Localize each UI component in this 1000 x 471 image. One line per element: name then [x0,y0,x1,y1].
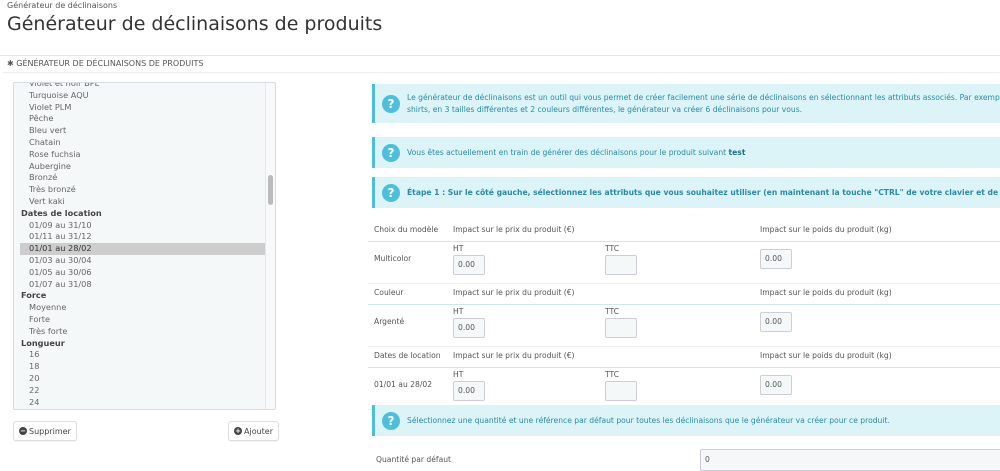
remove-label: Supprimer [29,426,71,436]
attribute-options: Violet et noir BPL Turquoise AQU Violet PL… [14,82,266,408]
divider [368,346,1000,347]
page-title: Générateur de déclinaisons de produits [7,13,383,35]
info-alert-intro: ? Le générateur de déclinaisons est un o… [372,84,1000,123]
weight-impact-header: Impact sur le poids du produit (kg) [760,288,892,297]
attribute-option[interactable]: 01/03 au 30/04 [29,254,92,265]
ttc-price-input[interactable] [605,318,637,338]
option-group-label: Dates de location [21,207,102,218]
divider [368,241,1000,242]
attribute-option[interactable]: 24 [29,396,40,407]
weight-input[interactable]: 0.00 [760,249,792,269]
attribute-option[interactable]: 22 [29,384,40,395]
price-impact-header: Impact sur le prix du produit (€) [453,225,575,234]
attribute-option[interactable]: Vert kaki [29,195,65,206]
attribute-option[interactable]: Bleu vert [29,125,67,136]
default-quantity-label: Quantité par défaut [376,455,452,464]
weight-input[interactable]: 0.00 [760,312,792,332]
group-name: Choix du modèle [374,225,439,234]
ht-label: HT [453,370,464,379]
scrollbar[interactable] [265,83,275,409]
ht-price-input[interactable]: 0.00 [453,318,485,338]
attribute-value: Argenté [374,317,405,326]
option-group-label: Longueur [21,337,65,348]
group-name: Dates de location [374,351,441,360]
group-name: Couleur [374,288,404,297]
ht-label: HT [453,244,464,253]
question-circle-icon: ? [382,183,400,202]
divider [3,72,1000,73]
ht-price-input[interactable]: 0.00 [453,255,485,275]
attribute-value: Multicolor [374,254,412,263]
attribute-option[interactable]: Turquoise AQU [29,89,89,100]
breadcrumb[interactable]: Générateur de déclinaisons [7,1,118,10]
ht-price-input[interactable]: 0.00 [453,381,485,401]
attribute-option[interactable]: Pêche [29,113,54,124]
price-impact-header: Impact sur le prix du produit (€) [453,288,575,297]
price-impact-header: Impact sur le prix du produit (€) [453,351,575,360]
attribute-option[interactable]: 01/01 au 28/02 [20,243,266,255]
scrollbar-thumb[interactable] [268,175,273,205]
add-button[interactable]: + Ajouter [228,421,280,441]
plus-circle-icon: + [234,427,242,435]
attribute-option[interactable]: Bronzé [29,172,58,183]
attribute-value: 01/01 au 28/02 [374,380,433,389]
ttc-label: TTC [605,370,620,379]
cogs-icon: ✱ [7,59,17,68]
alert-text: Le générateur de déclinaisons est un out… [407,92,1000,102]
info-alert-step1: ? Étape 1 : Sur le côté gauche, sélectio… [372,177,1000,208]
question-circle-icon: ? [382,411,400,430]
attribute-option[interactable]: 01/09 au 31/10 [29,219,92,230]
alert-text: shirts, en 3 tailles différentes et 2 co… [407,104,803,114]
info-alert-product: ? Vous êtes actuellement en train de gén… [372,137,1000,168]
attribute-option[interactable]: Violet et noir BPL [29,82,100,88]
weight-impact-header: Impact sur le poids du produit (kg) [760,351,892,360]
attribute-option[interactable]: Moyenne [29,302,67,313]
attribute-option[interactable]: 16 [29,349,40,360]
attribute-option[interactable]: Aubergine [29,160,71,171]
ttc-label: TTC [605,307,620,316]
attribute-option[interactable]: Très bronzé [29,184,76,195]
ttc-label: TTC [605,244,620,253]
weight-impact-header: Impact sur le poids du produit (kg) [760,225,892,234]
add-label: Ajouter [244,426,274,436]
panel-heading-text: GÉNÉRATEUR DE DÉCLINAISONS DE PRODUITS [16,59,204,68]
divider [368,304,1000,305]
attribute-multiselect[interactable]: Violet et noir BPL Turquoise AQU Violet PL… [13,82,276,410]
attribute-option[interactable]: Rose fuchsia [29,148,81,159]
attribute-option[interactable]: Très forte [29,325,68,336]
ttc-price-input[interactable] [605,255,637,275]
divider [368,283,1000,284]
alert-text: Sélectionnez une quantité et une référen… [407,415,890,425]
attribute-option[interactable]: 01/07 au 31/08 [29,278,92,289]
alert-text: Étape 1 : Sur le côté gauche, sélectionn… [407,187,1000,197]
minus-circle-icon: − [19,427,27,435]
default-quantity-input[interactable]: 0 [700,449,1000,471]
divider [368,367,1000,368]
product-name: test [728,147,746,157]
question-circle-icon: ? [382,94,400,113]
attribute-option[interactable]: Violet PLM [29,101,72,112]
info-alert-quantity: ? Sélectionnez une quantité et une référ… [372,405,1000,436]
divider [0,55,1000,56]
alert-text: Vous êtes actuellement en train de génér… [407,147,729,157]
attribute-option[interactable]: Chatain [29,136,61,147]
remove-button[interactable]: − Supprimer [13,421,77,441]
question-circle-icon: ? [382,143,400,162]
attribute-option[interactable]: 20 [29,372,40,383]
panel-heading: ✱ GÉNÉRATEUR DE DÉCLINAISONS DE PRODUITS [7,58,203,69]
weight-input[interactable]: 0.00 [760,375,792,395]
attribute-option[interactable]: 01/05 au 30/06 [29,266,92,277]
ht-label: HT [453,307,464,316]
attribute-option[interactable]: 01/11 au 31/12 [29,231,92,242]
ttc-price-input[interactable] [605,381,637,401]
option-group-label: Force [21,290,47,301]
attribute-option[interactable]: 18 [29,361,40,372]
attribute-option[interactable]: Forte [29,313,51,324]
